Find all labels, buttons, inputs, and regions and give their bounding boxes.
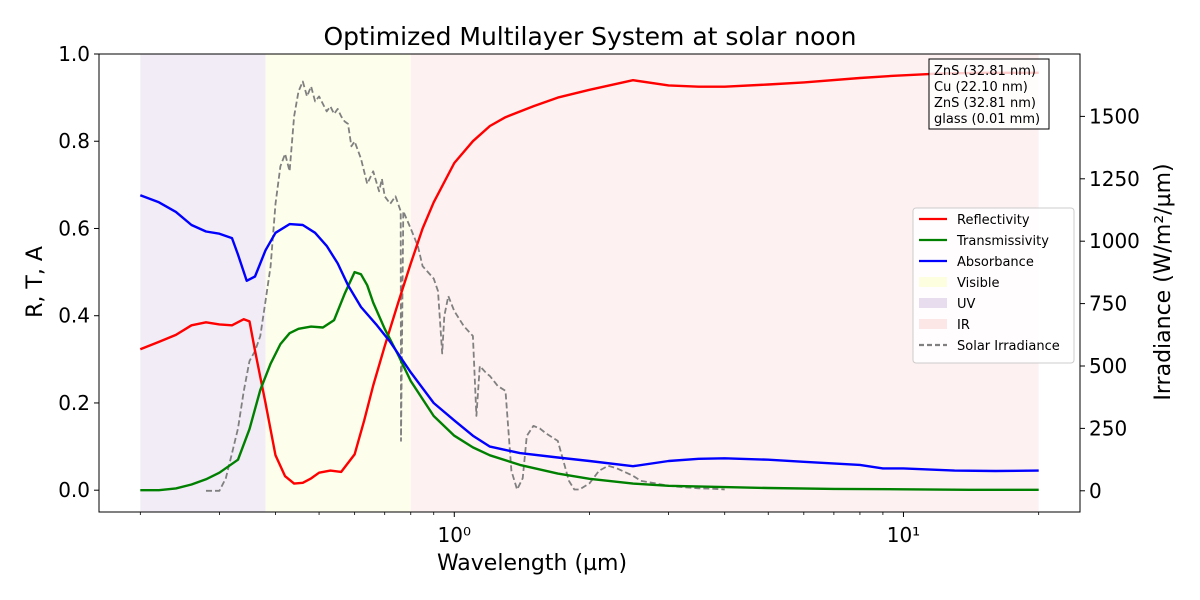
series-line-absorbance (139, 194, 1039, 473)
y2-tick-label: 1250 (1089, 167, 1140, 191)
y2-axis-title: Irradiance (W/m²/µm) (1151, 163, 1176, 400)
legend: Reflectivity Transmissivity Absorbance Visi… (912, 207, 1075, 364)
y2-tick-label: 750 (1089, 292, 1127, 316)
y-tick-label: 0.2 (58, 391, 90, 415)
chart-title: Optimized Multilayer System at solar noo… (323, 22, 856, 51)
annotation-line: Cu (22.10 nm) (934, 80, 1028, 95)
data-series (139, 71, 1039, 492)
legend-box (912, 207, 1075, 364)
spectral-regions (140, 54, 1039, 512)
legend-swatch (919, 298, 947, 308)
annotation-line: ZnS (32.81 nm) (934, 96, 1036, 111)
y-tick-label: 0.4 (58, 304, 90, 328)
annotation-box (928, 58, 1050, 130)
y-tick-label: 0.8 (58, 129, 90, 153)
x-tick-label: 10¹ (887, 523, 920, 547)
y2-tick-label: 250 (1089, 416, 1127, 440)
x-tick-label: 10⁰ (438, 523, 471, 547)
legend-label: Transmissivity (956, 234, 1049, 249)
annotation-line: glass (0.01 mm) (934, 112, 1040, 127)
y2-tick-label: 0 (1089, 479, 1102, 503)
y-tick-label: 0.6 (58, 216, 90, 240)
series-line-transmissivity (140, 270, 1039, 492)
legend-label: Reflectivity (957, 213, 1030, 228)
x-axis-title: Wavelength (µm) (437, 551, 627, 576)
legend-swatch (919, 319, 947, 329)
legend-swatch (919, 277, 947, 287)
legend-label: Absorbance (957, 255, 1034, 270)
layer-stack-annotation: ZnS (32.81 nm)Cu (22.10 nm)ZnS (32.81 nm… (928, 58, 1050, 130)
y2-tick-label: 1500 (1089, 104, 1140, 128)
y2-tick-label: 1000 (1089, 229, 1140, 253)
legend-label: Solar Irradiance (957, 339, 1060, 354)
series-line-solar-irradiance (206, 80, 725, 492)
y2-tick-label: 500 (1089, 354, 1127, 378)
legend-label: IR (957, 318, 970, 333)
legend-label: UV (957, 297, 976, 312)
annotation-line: ZnS (32.81 nm) (934, 64, 1036, 79)
axes: 10⁰ 10¹ 0.0 0.2 0.4 0.6 0.8 1.0 0 250 500 750 1000 12… (58, 42, 1140, 547)
y-axis-title: R, T, A (23, 246, 48, 318)
y-tick-label: 0.0 (58, 478, 90, 502)
series-line-reflectivity (139, 71, 1039, 485)
y-tick-label: 1.0 (58, 42, 90, 66)
region-uv (140, 54, 266, 512)
region-visible (265, 54, 411, 512)
legend-label: Visible (957, 276, 999, 291)
